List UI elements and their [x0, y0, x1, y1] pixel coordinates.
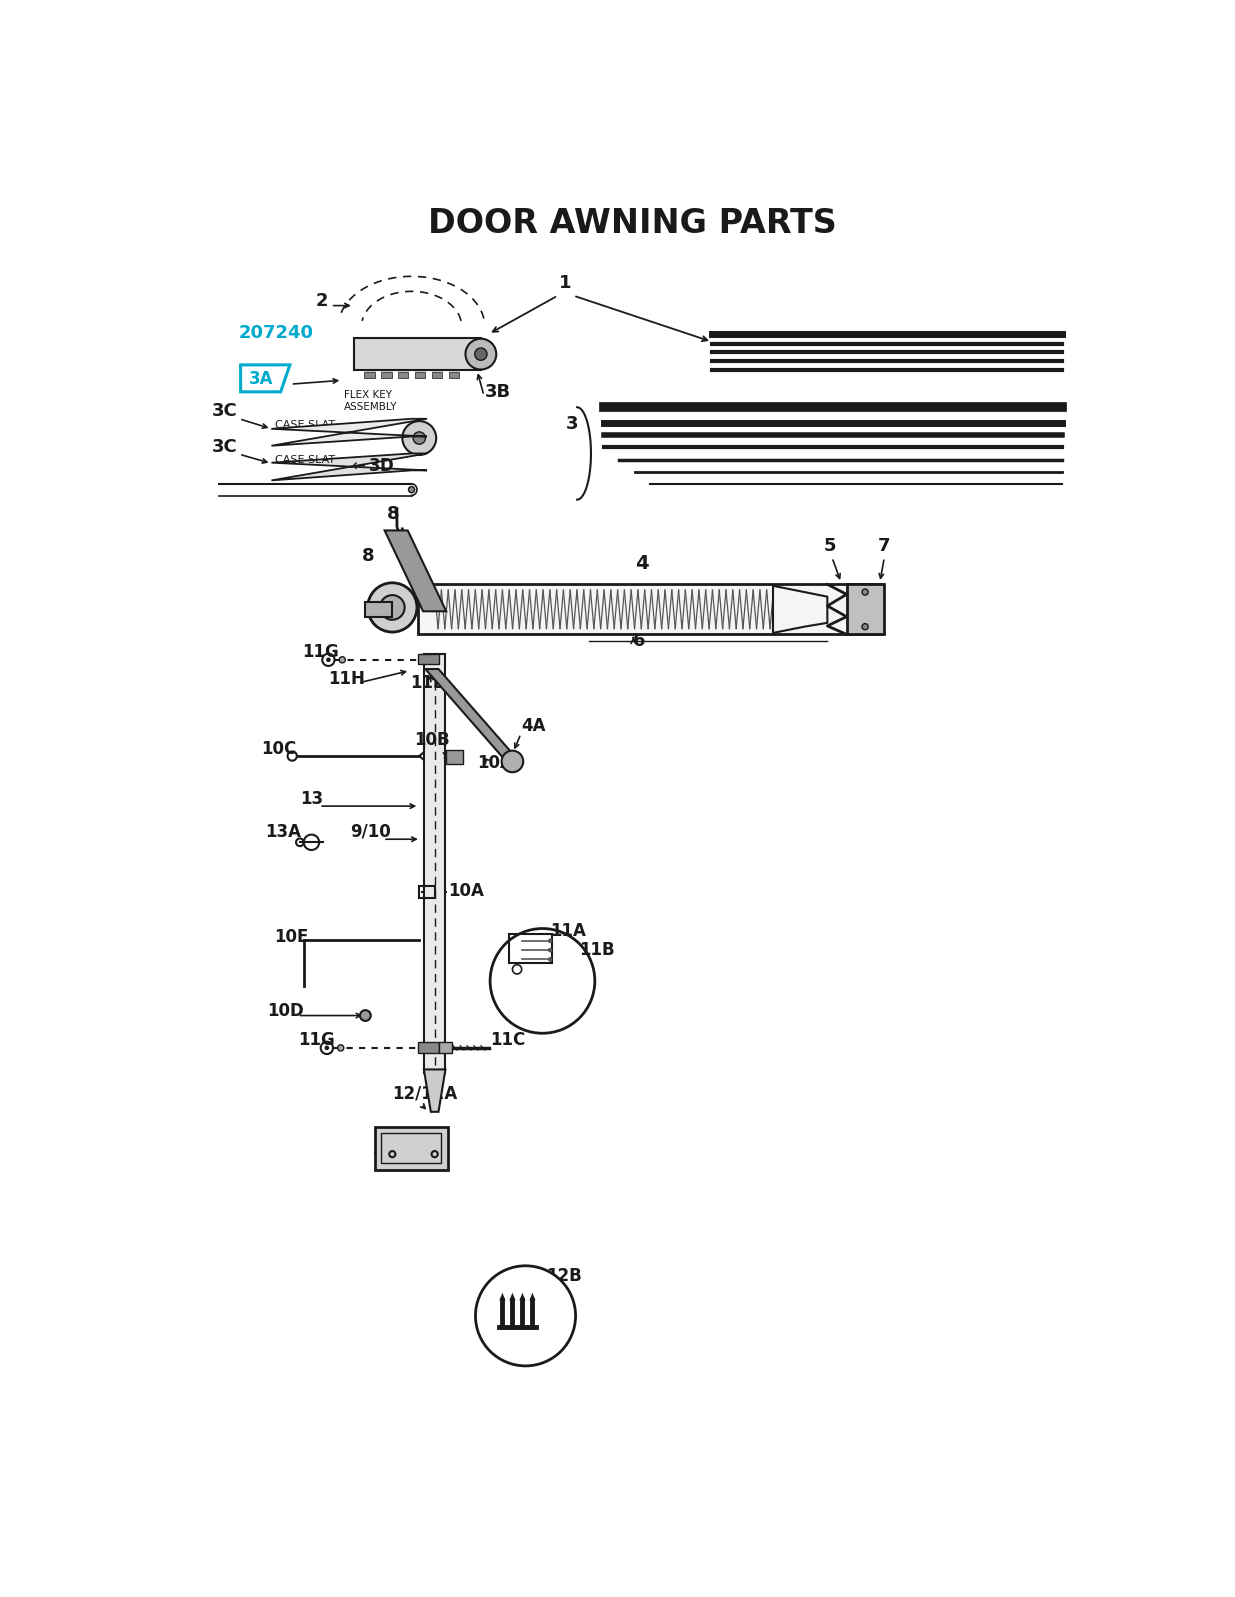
Text: 1: 1: [559, 275, 572, 292]
Polygon shape: [272, 454, 427, 481]
Text: 4A: 4A: [521, 717, 546, 735]
Text: 7: 7: [877, 537, 890, 556]
Circle shape: [490, 928, 595, 1033]
Circle shape: [548, 947, 552, 952]
Text: 11B: 11B: [579, 942, 615, 960]
Text: 12B: 12B: [546, 1266, 582, 1286]
Text: 11H: 11H: [329, 671, 366, 688]
Text: 2: 2: [316, 292, 329, 310]
Circle shape: [466, 339, 496, 369]
Circle shape: [368, 583, 417, 632]
Circle shape: [548, 957, 552, 961]
Polygon shape: [272, 418, 427, 446]
Circle shape: [412, 431, 425, 444]
Bar: [438, 1041, 452, 1052]
Circle shape: [380, 596, 405, 620]
Text: 13: 13: [300, 791, 324, 808]
Text: 3: 3: [566, 415, 578, 433]
Polygon shape: [499, 1292, 505, 1300]
Polygon shape: [424, 1070, 446, 1112]
Text: 10C: 10C: [262, 739, 296, 757]
Circle shape: [475, 1266, 576, 1365]
Circle shape: [359, 1011, 370, 1020]
Circle shape: [403, 422, 436, 455]
Text: DOOR AWNING PARTS: DOOR AWNING PARTS: [429, 208, 837, 241]
Text: 3A: 3A: [249, 371, 274, 388]
Text: 11A: 11A: [550, 921, 587, 941]
Text: 11D: 11D: [410, 674, 447, 692]
Text: FLEX KEY
ASSEMBLY: FLEX KEY ASSEMBLY: [343, 390, 398, 412]
Circle shape: [325, 1046, 330, 1051]
Bar: [431, 372, 442, 378]
Bar: [353, 339, 480, 371]
Polygon shape: [425, 669, 520, 762]
Bar: [417, 1043, 440, 1052]
Bar: [509, 934, 552, 963]
Text: 10A: 10A: [477, 754, 513, 771]
Text: 8: 8: [362, 548, 374, 565]
Bar: [419, 886, 435, 898]
Bar: [398, 372, 409, 378]
Circle shape: [409, 487, 415, 493]
Polygon shape: [384, 530, 446, 612]
Circle shape: [862, 623, 868, 629]
Circle shape: [326, 658, 331, 663]
Bar: [415, 372, 425, 378]
Text: 11G: 11G: [303, 644, 338, 661]
Text: 5: 5: [824, 537, 836, 556]
Text: 11G: 11G: [299, 1030, 335, 1049]
Polygon shape: [520, 1292, 526, 1300]
Text: 13A: 13A: [266, 822, 301, 842]
Text: 10E: 10E: [274, 928, 309, 947]
Circle shape: [862, 589, 868, 596]
Text: $\leftarrow$3D: $\leftarrow$3D: [348, 457, 395, 476]
Text: 11C: 11C: [490, 1030, 525, 1049]
Circle shape: [340, 656, 346, 663]
Bar: [448, 372, 459, 378]
Text: CASE SLAT: CASE SLAT: [274, 420, 335, 430]
Text: 10B: 10B: [415, 730, 451, 749]
Bar: [380, 1132, 441, 1163]
Text: 3C: 3C: [211, 402, 237, 420]
Text: 4: 4: [635, 554, 648, 573]
Text: 3C: 3C: [211, 438, 237, 455]
Circle shape: [474, 348, 487, 361]
Polygon shape: [509, 1292, 515, 1300]
Text: 12/12A: 12/12A: [393, 1084, 457, 1102]
Circle shape: [548, 939, 552, 944]
Bar: [417, 655, 440, 664]
Text: CASE SLAT: CASE SLAT: [274, 455, 335, 465]
Text: 10D: 10D: [268, 1001, 304, 1019]
Text: 3B: 3B: [484, 383, 511, 401]
Text: 6: 6: [634, 632, 646, 650]
Circle shape: [337, 1044, 343, 1051]
Bar: [446, 751, 463, 763]
Circle shape: [501, 751, 524, 773]
Bar: [366, 602, 391, 618]
Bar: [374, 1127, 448, 1169]
Polygon shape: [530, 1292, 536, 1300]
Text: 10A: 10A: [448, 882, 484, 901]
Bar: [417, 585, 882, 634]
Text: 8: 8: [387, 505, 400, 522]
Text: 9/10: 9/10: [350, 822, 390, 842]
Bar: [364, 372, 374, 378]
Bar: [847, 585, 883, 634]
Bar: [424, 653, 446, 1073]
Bar: [380, 372, 391, 378]
Text: 207240: 207240: [238, 324, 314, 342]
